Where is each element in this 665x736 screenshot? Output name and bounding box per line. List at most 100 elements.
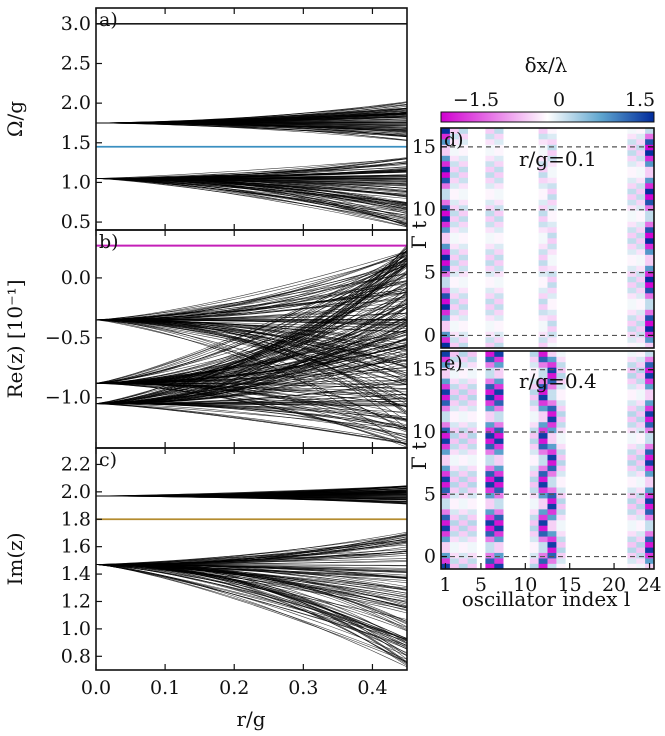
panel-d-cell: [458, 161, 468, 167]
panel-d-cell: [547, 232, 557, 239]
panel-e-cell: [538, 558, 548, 564]
panel-d-cell: [441, 221, 451, 228]
panel-e-cell: [538, 454, 548, 461]
shared-xlabel: r/g: [236, 707, 265, 731]
panel-e-cell: [441, 558, 451, 564]
panel-e-cell: [627, 470, 637, 477]
panel-c-ytick-label: 2.2: [61, 453, 91, 475]
panel-e-cell: [485, 460, 495, 466]
panel-e-cell: [636, 356, 646, 363]
panel-e-cell: [636, 503, 646, 510]
panel-e-cell: [556, 405, 566, 412]
panel-e-cell: [627, 361, 637, 368]
panel-e-cell: [627, 476, 637, 483]
rez-band-curve-0: [96, 262, 407, 321]
panel-d-cell: [441, 320, 451, 327]
panel-d-cell: [458, 238, 468, 244]
panel-a-label: a): [99, 9, 118, 31]
panel-e-cell: [494, 547, 504, 553]
panel-d-cell: [494, 166, 504, 173]
panel-e-cell: [467, 383, 477, 390]
panel-d-cell: [538, 128, 548, 134]
panel-d-cell: [441, 183, 451, 189]
panel-e-cell: [645, 476, 654, 483]
panel-d-cell: [458, 166, 468, 173]
panel-d-cell: [449, 282, 460, 288]
panel-e-cell: [458, 520, 468, 526]
panel-e-cell: [636, 421, 646, 428]
panel-d-cell: [441, 315, 451, 321]
rez-band-curve-2: [96, 252, 407, 404]
panel-d-cell: [636, 315, 646, 321]
panel-e-cell: [547, 361, 557, 368]
panel-e-cell: [494, 400, 504, 406]
panel-e-cell: [547, 476, 557, 483]
panel-d-cell: [449, 337, 460, 343]
panel-b-ylabel: Re(z) [10⁻¹]: [3, 279, 27, 398]
panel-e-cell: [458, 438, 468, 444]
panel-e-cell: [494, 520, 504, 526]
panel-e-cell: [529, 498, 539, 504]
panel-e-cell: [627, 411, 637, 417]
panel-d-cell: [485, 139, 495, 145]
panel-e-cell: [556, 400, 566, 406]
panel-d-cell: [494, 172, 504, 178]
panel-d-cell: [636, 188, 646, 195]
panel-e-cell: [636, 351, 646, 357]
panel-e-cell: [547, 503, 557, 510]
panel-d-cell: [485, 221, 495, 228]
panel-e-cell: [556, 481, 566, 488]
panel-e-cell: [627, 389, 637, 395]
panel-e-cell: [449, 427, 460, 434]
panel-d-ytick-label: 10: [412, 199, 436, 221]
panel-e-cell: [449, 383, 460, 390]
panel-e-cell: [485, 351, 495, 357]
panel-e-cell: [485, 498, 495, 504]
panel-d-cell: [636, 155, 646, 162]
rez-band-curve-1: [96, 304, 407, 384]
panel-d-cell: [485, 320, 495, 327]
panel-d-cell: [538, 210, 548, 217]
panel-d-cell: [485, 161, 495, 167]
panel-e-cell: [645, 378, 654, 385]
panel-d-cell: [547, 254, 557, 261]
omega-upper-band-curve: [96, 122, 407, 132]
panel-d-cell: [645, 287, 654, 294]
panel-d-cell: [458, 265, 468, 272]
panel-e-cell: [645, 411, 654, 417]
panel-e-cell: [458, 525, 468, 532]
panel-e-cell: [441, 383, 451, 390]
rez-band-curve-0: [96, 319, 407, 385]
panel-d-cell: [441, 155, 451, 162]
panel-d-cell: [627, 260, 637, 266]
panel-d-cell: [449, 128, 460, 134]
panel-e-cell: [636, 405, 646, 412]
panel-e-cell: [645, 514, 654, 521]
panel-e-cell: [449, 443, 460, 450]
panel-d-cell: [627, 254, 637, 261]
panel-e-cell: [556, 536, 566, 543]
panel-d-cell: [494, 216, 504, 222]
panel-e-cell: [627, 509, 637, 515]
panel-b-curves: [96, 244, 407, 448]
panel-e-cell: [467, 432, 477, 439]
panel-e-cell: [529, 400, 539, 406]
panel-e-cell: [529, 525, 539, 532]
panel-d-cell: [547, 309, 557, 316]
panel-e-xtick-label: 5: [475, 574, 487, 596]
panel-e-cell: [458, 416, 468, 423]
panel-e-cell: [529, 465, 539, 472]
panel-e-cell: [547, 514, 557, 521]
panel-e-cell: [529, 552, 539, 559]
panel-d-cell: [627, 155, 637, 162]
panel-e-cell: [441, 530, 451, 537]
panel-d-cell: [645, 337, 654, 343]
omega-lower-band-curve: [96, 163, 407, 179]
panel-e-cell: [636, 378, 646, 385]
panel-d-cell: [538, 309, 548, 316]
rez-band-curve-1: [96, 263, 407, 384]
panel-e-xtick-label: 20: [602, 574, 626, 596]
colorbar: δx/λ −1.5 0 1.5: [440, 53, 655, 123]
rez-band-curve-0: [96, 251, 407, 321]
panel-d-cell: [645, 238, 654, 244]
